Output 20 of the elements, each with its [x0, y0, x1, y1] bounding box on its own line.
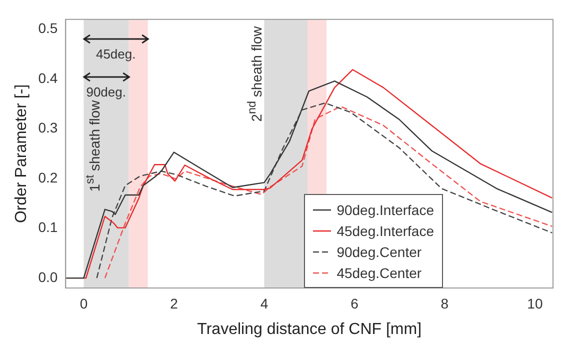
legend-label: 90deg.Center [336, 244, 422, 260]
annotation: 45deg. [96, 46, 136, 62]
x-axis-title: Traveling distance of CNF [mm] [197, 320, 422, 338]
legend-label: 45deg.Center [336, 264, 422, 280]
y-tick-label: 0.3 [38, 120, 58, 136]
legend-label: 90deg.Interface [336, 202, 434, 218]
y-axis-title: Order Parameter [-] [13, 84, 30, 224]
annotation: 90deg. [86, 84, 126, 100]
y-tick-label: 0.5 [38, 20, 58, 36]
x-tick-label: 6 [350, 295, 359, 312]
x-tick-label: 4 [260, 295, 268, 312]
y-tick-label: 0.1 [38, 219, 58, 236]
y-tick-label: 0.4 [38, 70, 58, 86]
x-tick-label: 8 [440, 295, 449, 312]
x-tick-label: 0 [80, 295, 88, 312]
x-tick-label: 10 [527, 295, 543, 312]
legend-label: 45deg.Interface [336, 222, 434, 238]
x-tick-label: 2 [170, 295, 178, 312]
y-tick-label: 0.0 [38, 268, 58, 285]
y-tick-label: 0.2 [38, 169, 58, 186]
